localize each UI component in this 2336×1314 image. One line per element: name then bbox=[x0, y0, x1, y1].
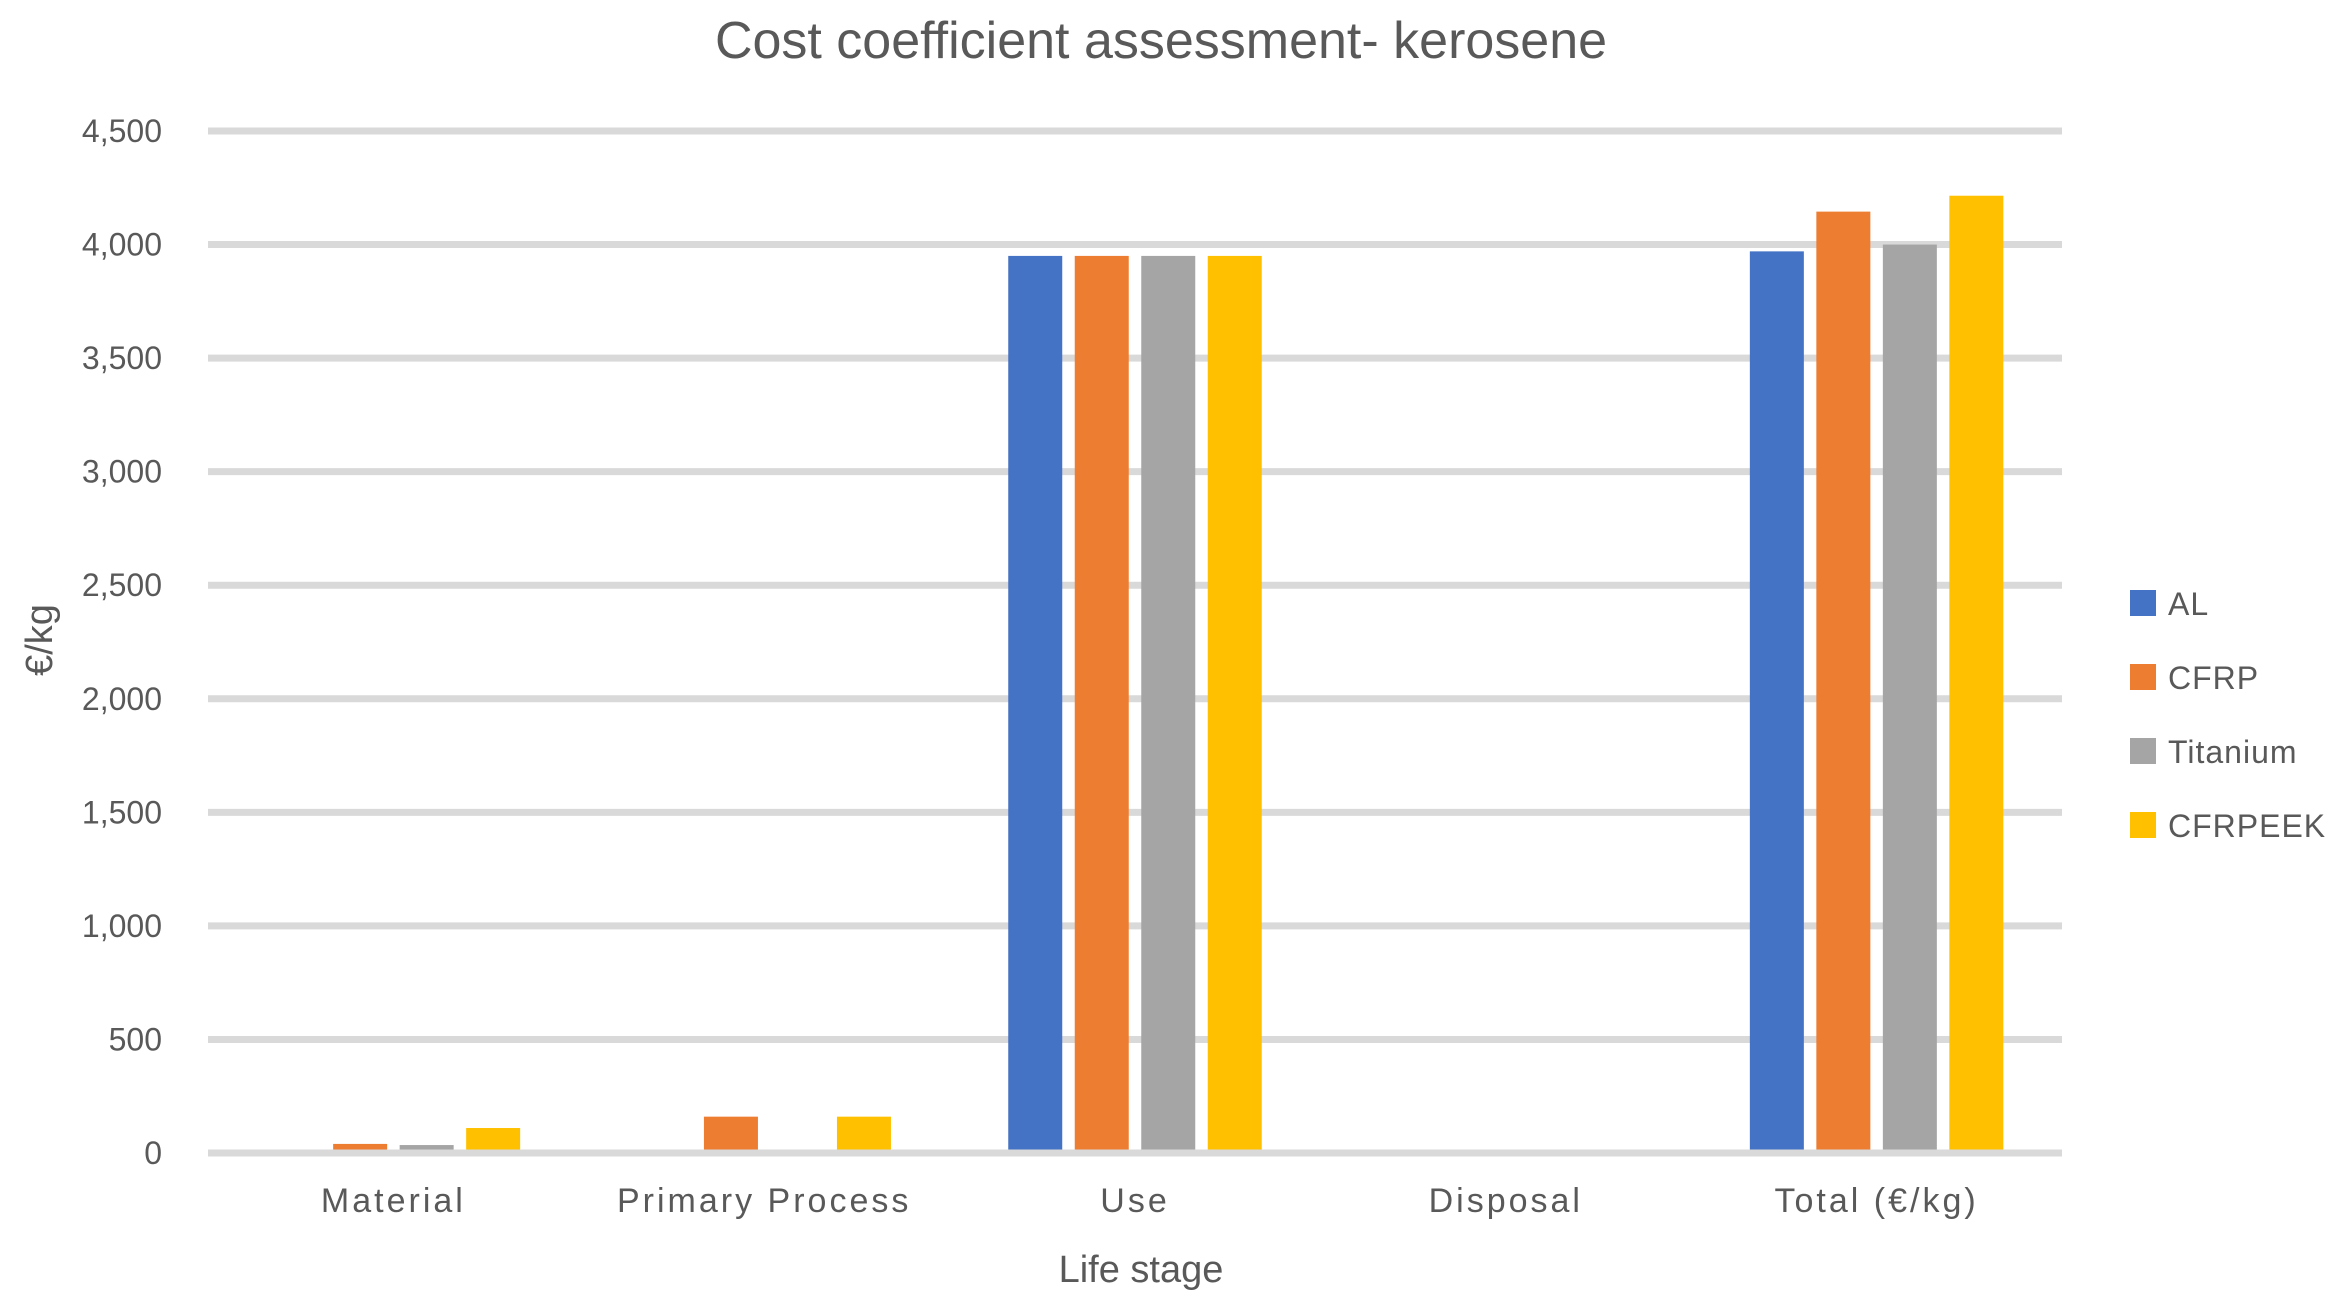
grid bbox=[208, 127, 2062, 1043]
x-tick-label: Primary Process bbox=[617, 1182, 911, 1220]
y-axis-ticks: 0 500 1,000 1,500 2,000 2,500 3,000 3,500 4,000 4… bbox=[82, 113, 162, 1171]
y-tick-label: 0 bbox=[144, 1135, 162, 1171]
bar-cfrp-1 bbox=[333, 1143, 388, 1150]
bar-titanium-5 bbox=[1882, 244, 1937, 1151]
y-tick-label: 3,000 bbox=[82, 454, 162, 490]
y-tick-label: 3,500 bbox=[82, 340, 162, 376]
legend-label-al: AL bbox=[2168, 586, 2209, 622]
legend-label-cfrpeek: CFRPEEK bbox=[2168, 808, 2326, 844]
x-tick-label: Material bbox=[321, 1182, 466, 1220]
legend-swatch-titanium bbox=[2130, 738, 2156, 764]
bar-cfrpeek-3 bbox=[1207, 255, 1262, 1150]
bar-cfrpeek-5 bbox=[1949, 195, 2004, 1150]
y-tick-label: 1,000 bbox=[82, 908, 162, 944]
y-tick-label: 500 bbox=[109, 1021, 162, 1057]
bar-cfrp-5 bbox=[1816, 211, 1871, 1150]
chart-title: Cost coefficient assessment- kerosene bbox=[715, 12, 1607, 70]
y-tick-label: 4,000 bbox=[82, 227, 162, 263]
y-tick-label: 1,500 bbox=[82, 794, 162, 830]
bar-cfrpeek-2 bbox=[836, 1116, 891, 1150]
bar-al-3 bbox=[1008, 255, 1063, 1150]
x-axis-ticks: Material Primary Process Use Disposal Total … bbox=[321, 1182, 1979, 1220]
bar-titanium-1 bbox=[399, 1145, 454, 1150]
bar-al-5 bbox=[1749, 251, 1804, 1150]
y-tick-label: 2,500 bbox=[82, 567, 162, 603]
legend-swatch-cfrpeek bbox=[2130, 812, 2156, 838]
y-tick-label: 2,000 bbox=[82, 681, 162, 717]
x-tick-label: Disposal bbox=[1429, 1182, 1583, 1220]
y-tick-label: 4,500 bbox=[82, 113, 162, 149]
x-tick-label: Total (€/kg) bbox=[1775, 1182, 1979, 1220]
bar-cfrpeek-1 bbox=[466, 1128, 521, 1150]
y-axis-title: €/kg bbox=[19, 604, 61, 676]
legend: AL CFRP Titanium CFRPEEK bbox=[2130, 586, 2326, 844]
bars bbox=[333, 195, 2004, 1151]
bar-cfrp-3 bbox=[1074, 255, 1129, 1150]
x-axis-title: Life stage bbox=[1059, 1249, 1224, 1291]
legend-label-cfrp: CFRP bbox=[2168, 660, 2259, 696]
legend-swatch-cfrp bbox=[2130, 664, 2156, 690]
bar-titanium-3 bbox=[1141, 255, 1196, 1150]
bar-cfrp-2 bbox=[703, 1116, 758, 1150]
x-tick-label: Use bbox=[1100, 1182, 1169, 1220]
legend-swatch-al bbox=[2130, 590, 2156, 616]
legend-label-titanium: Titanium bbox=[2168, 734, 2298, 770]
